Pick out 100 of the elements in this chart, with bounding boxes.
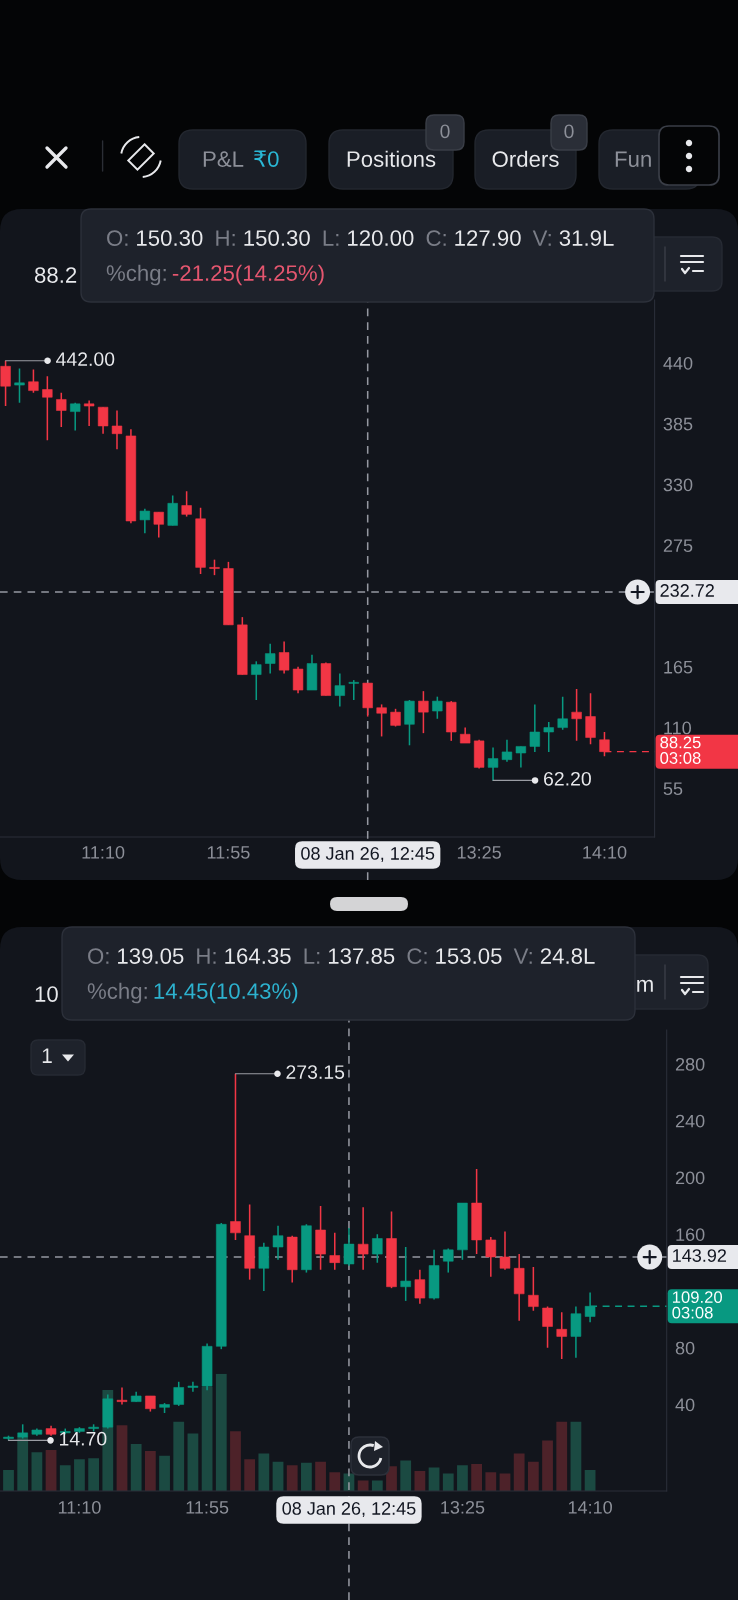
bar <box>187 1433 199 1491</box>
text: 153.05 <box>436 948 502 964</box>
candlestick <box>167 494 178 527</box>
text: O: <box>88 948 109 964</box>
candlestick <box>372 1233 383 1264</box>
text: 139.05 <box>118 948 184 964</box>
candlestick <box>414 1268 426 1305</box>
bar <box>74 1459 85 1491</box>
bar <box>59 1465 71 1491</box>
bar <box>88 1458 100 1491</box>
candlestick <box>404 699 415 747</box>
y-tick-label: 280 <box>675 1057 705 1071</box>
bar <box>371 1480 383 1491</box>
ref-line-label: 109.20 03:08 <box>672 1291 723 1319</box>
text: V: <box>513 948 532 964</box>
bar <box>329 1472 341 1491</box>
x-tick-label: 11:55 <box>207 846 250 859</box>
bar <box>258 1453 270 1491</box>
text: Fun <box>615 151 651 167</box>
bar <box>31 1452 43 1491</box>
text: 24.8L <box>540 948 595 964</box>
text: 88.2 <box>34 267 77 283</box>
bar <box>215 1373 227 1491</box>
text: %chg: <box>106 264 166 286</box>
y-tick-label: 330 <box>663 478 693 492</box>
bar <box>485 1472 497 1491</box>
y-tick-label: 80 <box>675 1341 695 1355</box>
text: 14.45(10.43%) <box>154 982 298 1004</box>
text: H: <box>216 230 235 246</box>
annotation: 62.20 <box>544 771 591 786</box>
candlestick <box>570 1305 582 1359</box>
text: O: <box>107 230 128 246</box>
bar <box>286 1465 298 1491</box>
candlestick <box>529 703 540 753</box>
bar <box>414 1471 426 1491</box>
candlestick <box>528 1266 539 1312</box>
candlestick <box>278 640 290 675</box>
y-tick-label: 110 <box>664 721 692 735</box>
x-tick-label: 11:10 <box>58 1500 101 1514</box>
text: ₹0 <box>254 150 279 167</box>
text: 127.90 <box>455 230 521 246</box>
candlestick <box>139 508 150 534</box>
candlestick <box>181 490 192 518</box>
candlestick <box>258 1242 270 1292</box>
annotation: 273.15 <box>286 1065 345 1079</box>
x-tick-label: 11:10 <box>82 845 125 859</box>
text: P&L <box>203 151 244 167</box>
y-tick-label: 165 <box>664 660 693 674</box>
candlestick <box>56 392 67 428</box>
y-tick-label: 240 <box>675 1114 705 1128</box>
y-tick-label: 275 <box>663 539 693 553</box>
bar <box>116 1425 128 1491</box>
x-tick-label: 14:10 <box>583 845 627 859</box>
candlestick <box>14 367 25 404</box>
bar <box>357 1480 369 1491</box>
candlestick <box>83 399 95 427</box>
candlestick <box>543 721 554 753</box>
candlestick <box>400 1246 411 1302</box>
annotation: 14.70 <box>59 1431 107 1446</box>
candlestick <box>251 660 262 701</box>
candlestick <box>418 690 429 734</box>
candlestick <box>70 401 81 432</box>
candlestick <box>343 1227 355 1267</box>
y-tick-label: 55 <box>663 782 683 796</box>
text: -21.25(14.25%) <box>172 264 324 286</box>
text: 137.85 <box>328 948 395 964</box>
text: C: <box>407 948 427 964</box>
bar <box>570 1421 582 1491</box>
text: H: <box>197 948 216 964</box>
candlestick <box>585 692 596 745</box>
text: 0 <box>440 124 450 139</box>
bar <box>144 1451 156 1491</box>
bar <box>542 1440 553 1491</box>
candlestick <box>542 1305 553 1349</box>
y-tick-label: 200 <box>675 1171 705 1185</box>
candlestick <box>329 1232 341 1271</box>
x-tick-label: 11:55 <box>186 1501 229 1514</box>
candlestick <box>571 688 582 742</box>
candlestick <box>111 409 123 450</box>
candlestick <box>357 1206 369 1271</box>
text: 31.9L <box>559 230 614 246</box>
bar <box>3 1469 14 1491</box>
text: 150.30 <box>244 230 310 246</box>
candlestick <box>485 1236 497 1278</box>
ref-line-label: 08 Jan 26, 12:45 <box>282 1502 416 1517</box>
bar <box>159 1455 170 1491</box>
candlestick <box>230 1072 241 1241</box>
x-tick-label: 14:10 <box>568 1500 612 1514</box>
bar <box>130 1444 142 1491</box>
candlestick <box>432 695 443 720</box>
candlestick <box>116 1386 128 1406</box>
text: C: <box>426 230 446 246</box>
bar <box>471 1464 483 1491</box>
bar <box>230 1431 241 1491</box>
text: L: <box>304 948 320 964</box>
candlestick <box>28 368 39 394</box>
candlestick <box>334 672 345 708</box>
y-tick-label: 385 <box>663 417 693 431</box>
ref-line-label: 143.92 <box>673 1249 727 1262</box>
text: L: <box>323 230 339 246</box>
